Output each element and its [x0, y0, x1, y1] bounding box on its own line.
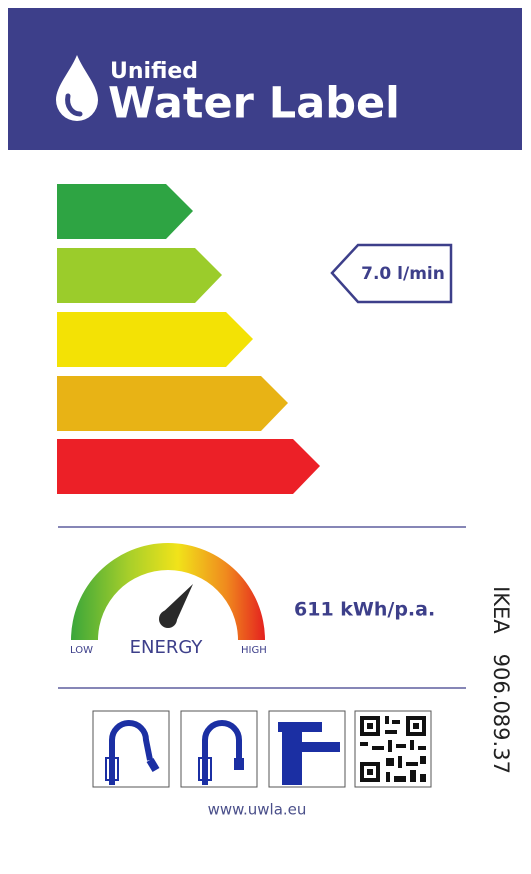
qr-code: [354, 710, 432, 788]
gauge-title: ENERGY: [130, 637, 204, 658]
product-code: IKEA 906.089.37: [489, 586, 513, 774]
icon-kitchen-tap: [180, 710, 258, 788]
gauge-low: LOW: [70, 645, 93, 656]
header-line2: Water Label: [108, 79, 400, 129]
energy-gauge: [71, 543, 265, 640]
class-arrow: [57, 248, 222, 303]
header-band: [8, 8, 522, 150]
gauge-hub: [159, 610, 177, 628]
flow-rate: 7.0 l/min: [361, 264, 445, 284]
flow-pointer: [330, 243, 453, 304]
website: www.uwla.eu: [208, 801, 307, 819]
energy-consumption: 611 kWh/p.a.: [294, 599, 435, 621]
gauge-high: HIGH: [241, 645, 267, 656]
header-line1: Unified: [110, 59, 198, 84]
class-arrow: [57, 184, 193, 239]
class-arrow: [57, 312, 253, 367]
drop-highlight: [65, 93, 83, 117]
class-arrow: [57, 376, 288, 431]
class-arrow: [57, 439, 320, 494]
icon-hand-shower: [92, 710, 170, 788]
icon-basin-tap: [268, 710, 346, 788]
